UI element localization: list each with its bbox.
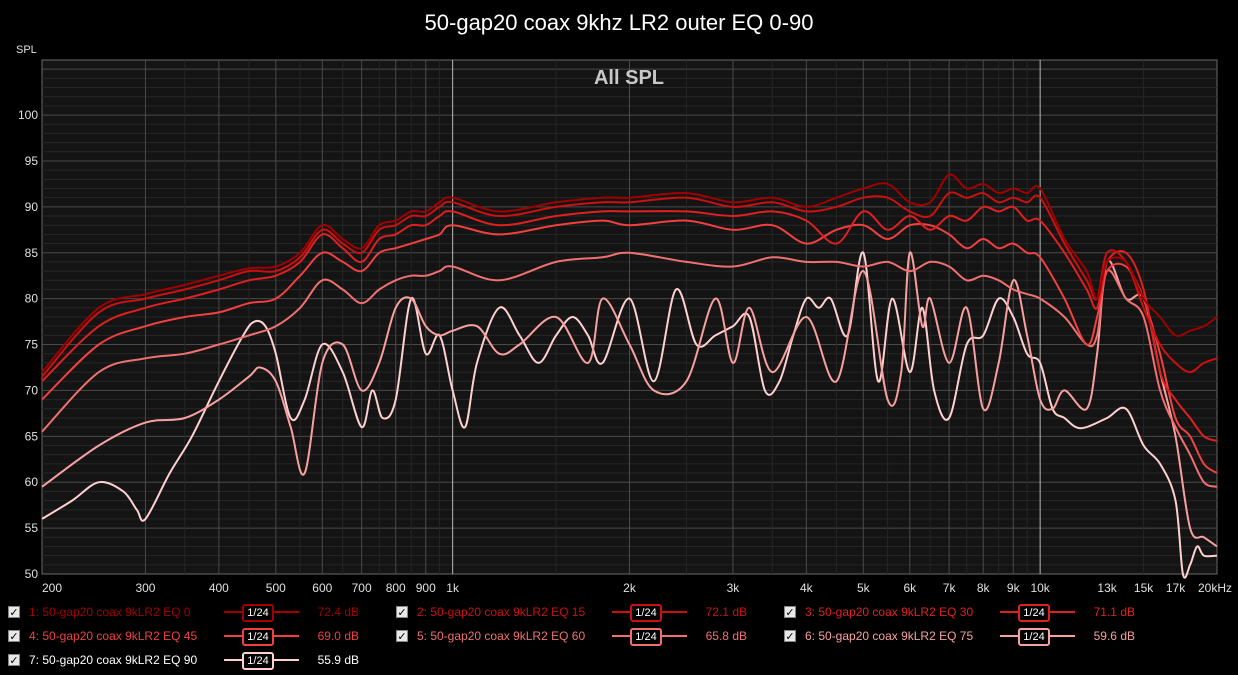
spl-chart: 200 300 400 500 600 700 800 900 1k 2k 3k 4k 5k 6k 7k 8k… <box>16 44 1232 595</box>
x-tick-label: 5k <box>857 581 871 595</box>
legend-item[interactable]: ✓ 2: 50-gap20 coax 9kLR2 EQ 15 1/24 72.1 dB <box>396 602 747 622</box>
x-tick-label: 200 <box>42 581 62 595</box>
axis-ticks: 200 300 400 500 600 700 800 900 1k 2k 3k 4k 5k 6k 7k 8k… <box>18 108 1232 595</box>
legend-smoothing-swatch[interactable]: 1/24 <box>612 626 687 646</box>
x-tick-label: 15k <box>1134 581 1154 595</box>
legend-series-name: 7: 50-gap20 coax 9kLR2 EQ 90 <box>29 653 198 667</box>
y-tick-label: 80 <box>25 292 39 306</box>
plot-label: All SPL <box>594 67 664 89</box>
legend-smoothing-swatch[interactable]: 1/24 <box>1000 626 1075 646</box>
y-tick-label: 65 <box>25 429 39 443</box>
legend-level: 72.1 dB <box>705 605 747 619</box>
legend-item[interactable]: ✓ 5: 50-gap20 coax 9kLR2 EQ 60 1/24 65.8 dB <box>396 626 747 646</box>
y-tick-label: 75 <box>25 338 39 352</box>
x-tick-label: 8k <box>977 581 991 595</box>
legend-item[interactable]: ✓ 6: 50-gap20 coax 9kLR2 EQ 75 1/24 59.6 dB <box>784 626 1135 646</box>
x-tick-label: 700 <box>352 581 372 595</box>
legend-series-name: 2: 50-gap20 coax 9kLR2 EQ 15 <box>417 605 586 619</box>
legend-series-name: 1: 50-gap20 coax 9kLR2 EQ 0 <box>29 605 191 619</box>
y-tick-label: 85 <box>25 246 39 260</box>
legend-series-name: 6: 50-gap20 coax 9kLR2 EQ 75 <box>805 629 974 643</box>
x-tick-label: 400 <box>209 581 229 595</box>
legend-checkbox[interactable]: ✓ <box>396 630 408 643</box>
y-tick-label: 95 <box>25 154 39 168</box>
grid <box>42 60 1217 574</box>
y-axis-label: SPL <box>16 44 37 56</box>
y-tick-label: 55 <box>25 521 39 535</box>
legend-smoothing-label: 1/24 <box>630 604 662 622</box>
legend-checkbox[interactable]: ✓ <box>784 606 796 619</box>
series-line <box>41 251 1218 548</box>
x-tick-label: 17k <box>1166 581 1186 595</box>
x-tick-label: 600 <box>312 581 332 595</box>
legend-level: 59.6 dB <box>1093 629 1135 643</box>
legend-smoothing-swatch[interactable]: 1/24 <box>224 626 299 646</box>
series-line <box>41 219 1218 474</box>
x-tick-label: 500 <box>266 581 286 595</box>
x-tick-label: 4k <box>800 581 814 595</box>
legend-series-name: 5: 50-gap20 coax 9kLR2 EQ 60 <box>417 629 586 643</box>
legend-smoothing-swatch[interactable]: 1/24 <box>612 602 687 622</box>
x-tick-label: 20kHz <box>1198 581 1232 595</box>
legend-level: 72.4 dB <box>317 605 359 619</box>
y-tick-label: 90 <box>25 200 39 214</box>
legend-checkbox[interactable]: ✓ <box>396 606 408 619</box>
y-tick-label: 60 <box>25 475 39 489</box>
legend-item[interactable]: ✓ 1: 50-gap20 coax 9kLR2 EQ 0 1/24 72.4 dB <box>8 602 359 622</box>
y-tick-label: 100 <box>18 108 38 122</box>
series-line <box>41 205 1218 442</box>
legend-level: 71.1 dB <box>1093 605 1135 619</box>
legend-smoothing-label: 1/24 <box>242 604 274 622</box>
x-tick-label: 300 <box>135 581 155 595</box>
legend-checkbox[interactable]: ✓ <box>784 630 796 643</box>
legend-level: 55.9 dB <box>317 653 359 667</box>
series-line <box>41 251 1218 579</box>
y-tick-label: 50 <box>25 567 39 581</box>
legend-smoothing-label: 1/24 <box>1018 604 1050 622</box>
legend-series-name: 3: 50-gap20 coax 9kLR2 EQ 30 <box>805 605 974 619</box>
legend-smoothing-swatch[interactable]: 1/24 <box>1000 602 1075 622</box>
legend-smoothing-label: 1/24 <box>1018 628 1050 646</box>
x-tick-label: 900 <box>416 581 436 595</box>
y-tick-label: 70 <box>25 383 39 397</box>
legend-level: 65.8 dB <box>705 629 747 643</box>
x-tick-label: 10k <box>1030 581 1050 595</box>
legend-smoothing-label: 1/24 <box>242 652 274 670</box>
x-tick-label: 1k <box>446 581 460 595</box>
legend-checkbox[interactable]: ✓ <box>8 630 20 643</box>
x-tick-label: 3k <box>727 581 741 595</box>
legend-checkbox[interactable]: ✓ <box>8 654 20 667</box>
series-line <box>41 251 1218 488</box>
x-tick-label: 6k <box>903 581 917 595</box>
legend-item[interactable]: ✓ 7: 50-gap20 coax 9kLR2 EQ 90 1/24 55.9 dB <box>8 650 359 670</box>
x-tick-label: 2k <box>623 581 637 595</box>
legend-item[interactable]: ✓ 4: 50-gap20 coax 9kLR2 EQ 45 1/24 69.0 dB <box>8 626 359 646</box>
legend-series-name: 4: 50-gap20 coax 9kLR2 EQ 45 <box>29 629 198 643</box>
series-lines <box>41 173 1218 579</box>
legend-smoothing-label: 1/24 <box>242 628 274 646</box>
legend-smoothing-swatch[interactable]: 1/24 <box>224 602 299 622</box>
x-tick-label: 13k <box>1097 581 1117 595</box>
x-tick-label: 7k <box>943 581 957 595</box>
x-tick-label: 800 <box>386 581 406 595</box>
legend-level: 69.0 dB <box>317 629 359 643</box>
series-line <box>41 173 1218 373</box>
legend: ✓ 1: 50-gap20 coax 9kLR2 EQ 0 1/24 72.4 dB ✓… <box>0 600 1238 675</box>
legend-smoothing-label: 1/24 <box>630 628 662 646</box>
legend-checkbox[interactable]: ✓ <box>8 606 20 619</box>
x-tick-label: 9k <box>1007 581 1021 595</box>
chart-title: 50-gap20 coax 9khz LR2 outer EQ 0-90 <box>424 10 814 35</box>
legend-smoothing-swatch[interactable]: 1/24 <box>224 650 299 670</box>
legend-item[interactable]: ✓ 3: 50-gap20 coax 9kLR2 EQ 30 1/24 71.1 dB <box>784 602 1135 622</box>
